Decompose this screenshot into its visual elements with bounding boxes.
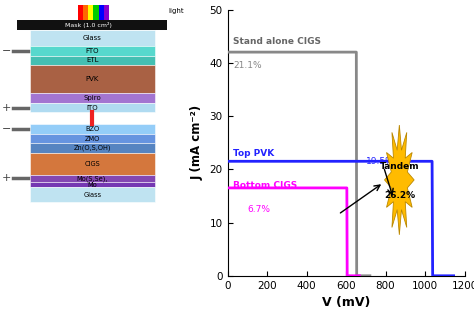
X-axis label: V (mV): V (mV) bbox=[322, 296, 370, 309]
Text: +: + bbox=[1, 173, 11, 183]
Text: BZO: BZO bbox=[85, 126, 100, 132]
Text: Spiro: Spiro bbox=[83, 95, 101, 101]
Bar bbox=[30, 103, 155, 112]
Bar bbox=[104, 5, 109, 20]
Bar bbox=[30, 182, 155, 187]
Text: 19.5%: 19.5% bbox=[366, 157, 394, 166]
Bar bbox=[30, 46, 155, 56]
Bar bbox=[30, 124, 155, 134]
Bar bbox=[93, 5, 99, 20]
Text: Glass: Glass bbox=[83, 35, 102, 41]
Text: Tandem: Tandem bbox=[380, 162, 419, 171]
Text: Bottom CIGS: Bottom CIGS bbox=[233, 181, 298, 190]
Text: Mask (1.0 cm²): Mask (1.0 cm²) bbox=[65, 22, 111, 28]
Bar bbox=[30, 152, 155, 175]
Bar bbox=[30, 187, 155, 202]
Text: ZMO: ZMO bbox=[85, 136, 100, 142]
Text: Zn(O,S,OH): Zn(O,S,OH) bbox=[73, 145, 111, 151]
Text: Mo(S,Se),: Mo(S,Se), bbox=[77, 175, 108, 182]
Bar bbox=[30, 65, 155, 93]
Text: 6.7%: 6.7% bbox=[247, 205, 270, 214]
Text: ETL: ETL bbox=[86, 57, 99, 63]
Text: 26.2%: 26.2% bbox=[384, 191, 415, 200]
Text: Stand alone CIGS: Stand alone CIGS bbox=[233, 37, 321, 46]
Text: CIGS: CIGS bbox=[84, 161, 100, 167]
Text: −: − bbox=[1, 46, 11, 56]
Text: −: − bbox=[1, 124, 11, 134]
Bar bbox=[99, 5, 104, 20]
Text: Top PVK: Top PVK bbox=[233, 149, 275, 158]
Text: ITO: ITO bbox=[87, 105, 98, 111]
Text: Glass: Glass bbox=[83, 192, 101, 198]
Text: Mo: Mo bbox=[88, 182, 97, 188]
Bar bbox=[30, 175, 155, 182]
Bar bbox=[17, 20, 167, 29]
Text: 21.1%: 21.1% bbox=[233, 61, 262, 70]
Bar bbox=[88, 5, 93, 20]
Bar bbox=[78, 5, 83, 20]
Y-axis label: J (mA cm⁻²): J (mA cm⁻²) bbox=[191, 105, 204, 180]
Text: PVK: PVK bbox=[86, 76, 99, 82]
Bar bbox=[30, 29, 155, 46]
Bar bbox=[83, 5, 88, 20]
Bar bbox=[30, 56, 155, 65]
Bar bbox=[30, 143, 155, 152]
Bar bbox=[30, 134, 155, 143]
Text: light: light bbox=[168, 8, 183, 14]
Text: +: + bbox=[1, 103, 11, 113]
Polygon shape bbox=[384, 125, 414, 235]
Text: FTO: FTO bbox=[86, 48, 99, 54]
Bar bbox=[30, 93, 155, 103]
